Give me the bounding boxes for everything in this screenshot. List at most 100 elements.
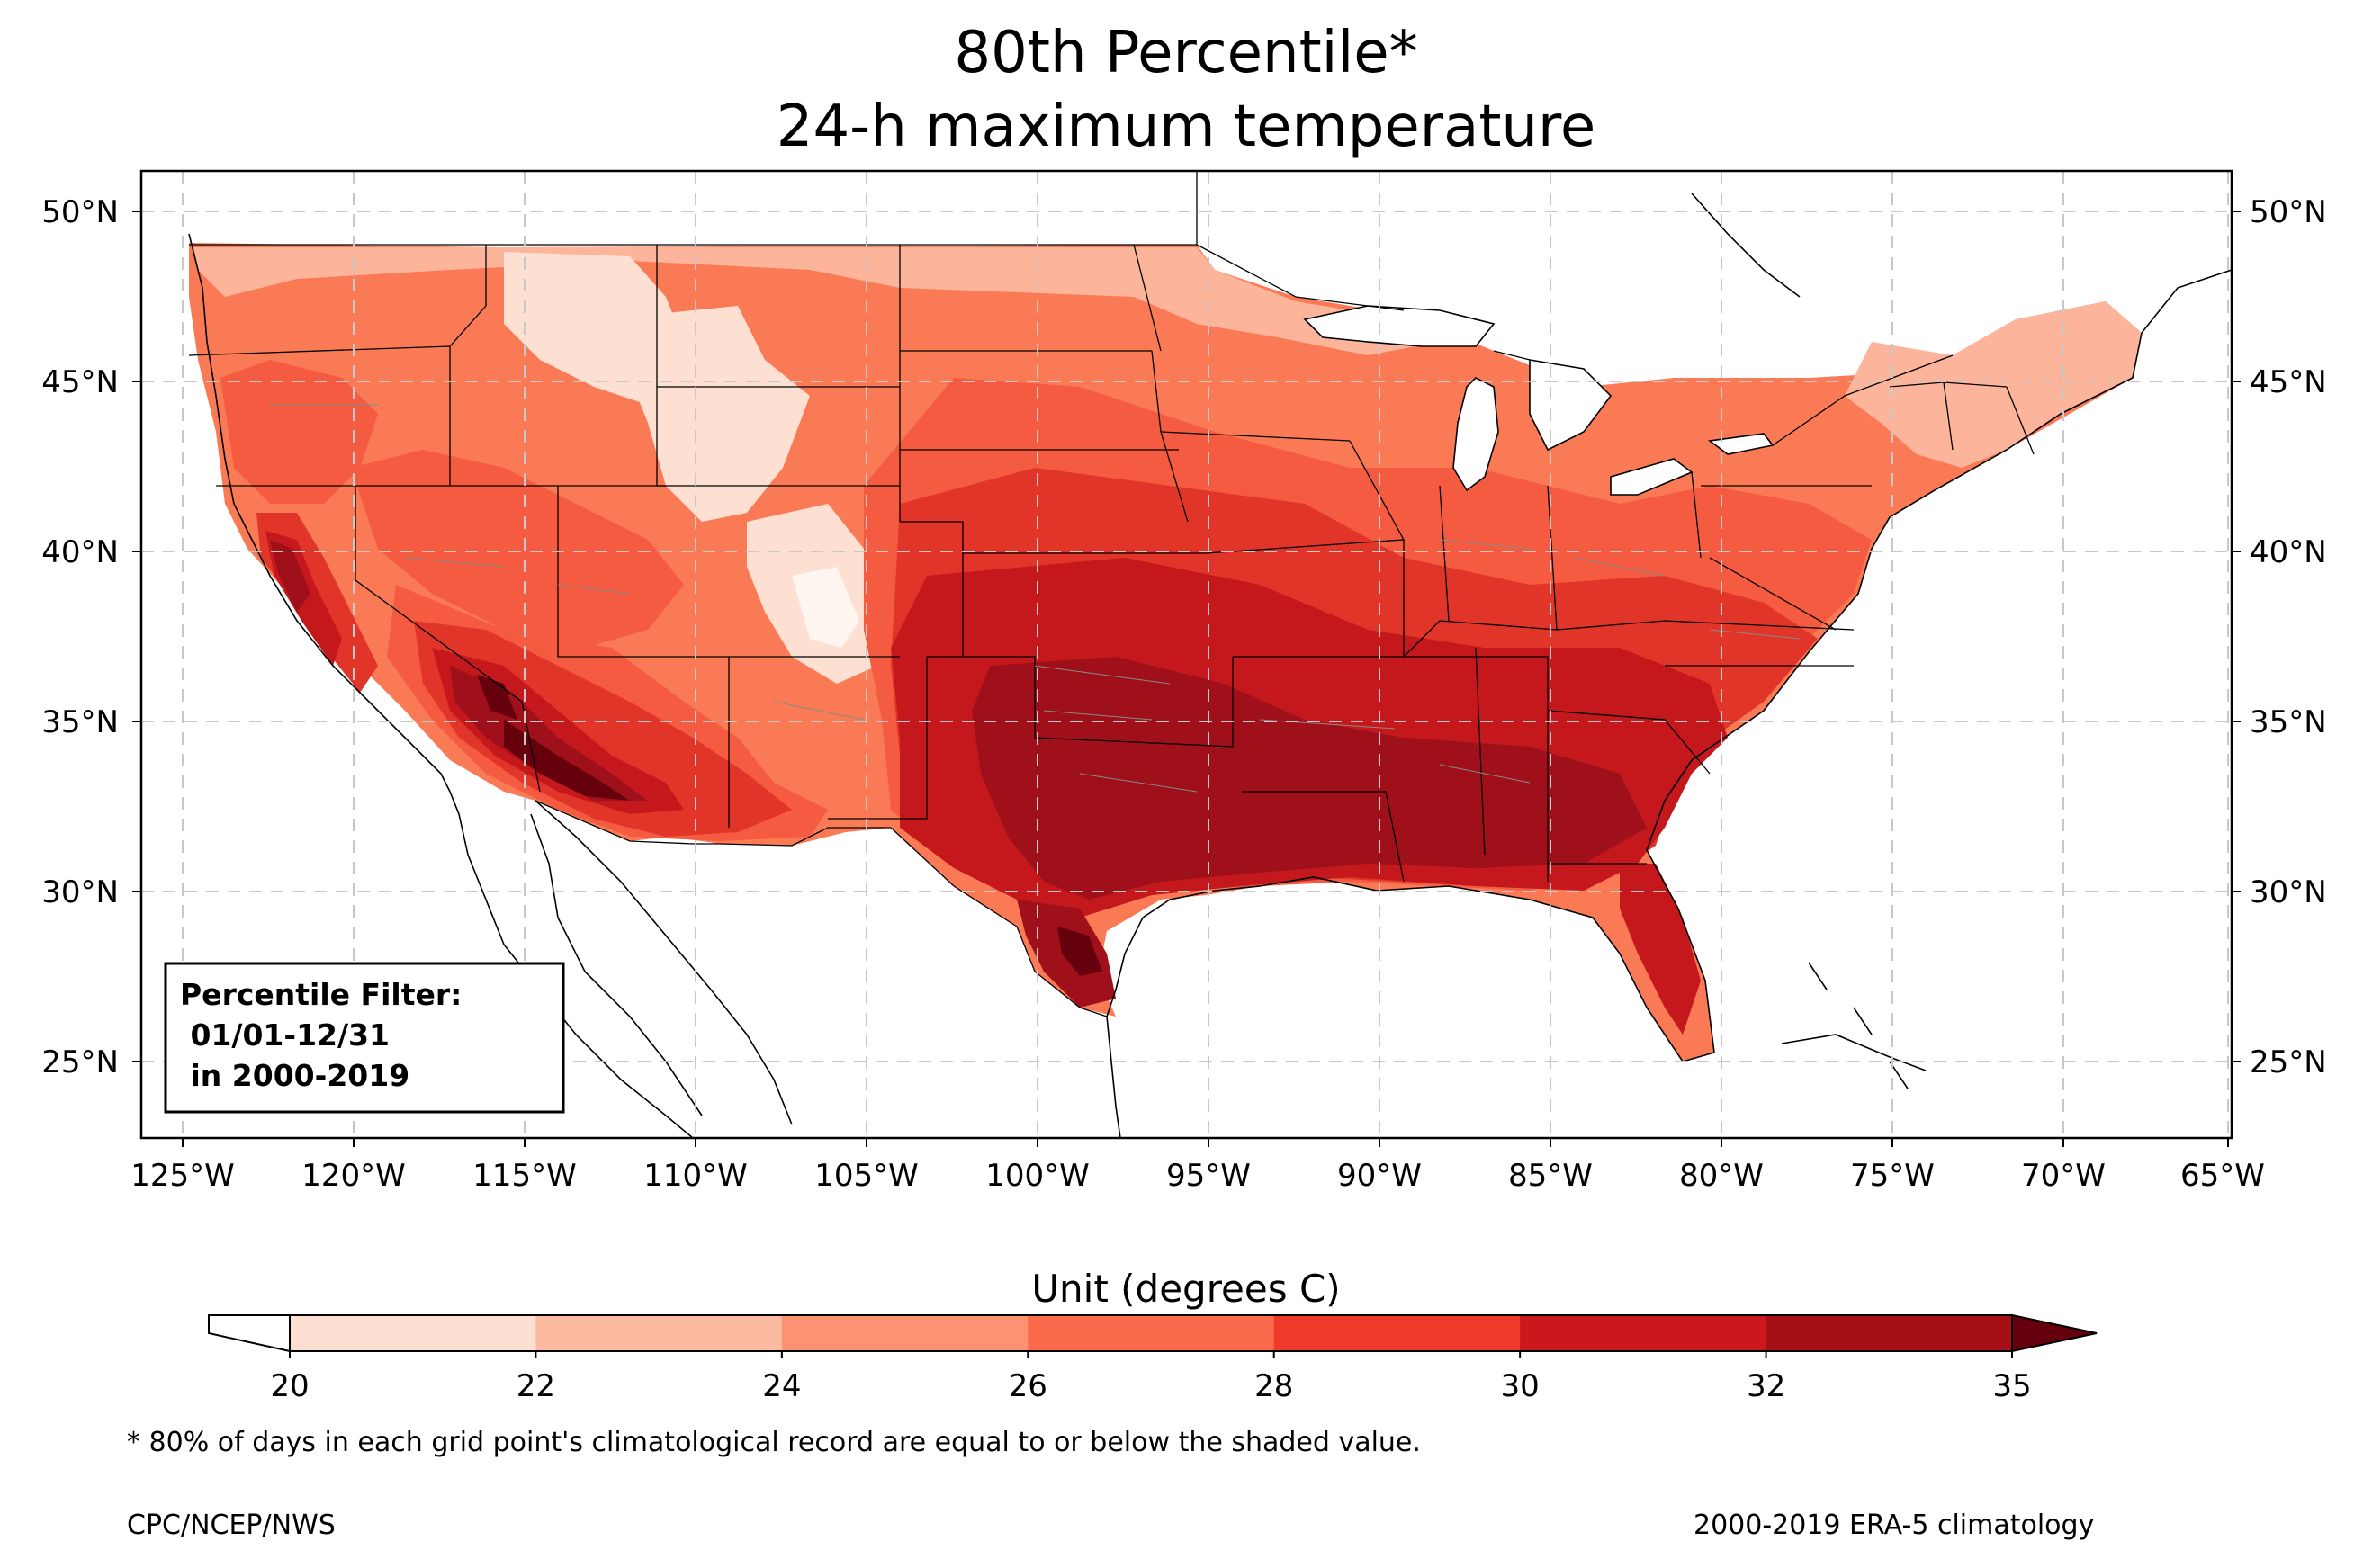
lon-label-125w: 125°W <box>130 1158 235 1194</box>
lat-label-25n-left: 25°N <box>41 1044 119 1080</box>
lat-label-30n-left: 30°N <box>41 874 119 910</box>
border-id <box>449 245 487 486</box>
colorbar-segment <box>1766 1315 2013 1351</box>
map-area <box>141 171 2232 1138</box>
filter-box-line-2: 01/01-12/31 <box>180 1017 390 1053</box>
lon-label-85w: 85°W <box>1508 1158 1593 1194</box>
colorbar-tick-label: 28 <box>1254 1368 1293 1404</box>
colorbar-tick-label: 30 <box>1501 1368 1540 1404</box>
border-ut-co <box>557 486 900 658</box>
map-frame <box>139 169 2233 1140</box>
state-borders <box>188 171 2035 1017</box>
us-mexico-border <box>535 800 1108 1017</box>
border-il-in <box>1349 440 1558 631</box>
colorbar: 20 22 24 26 28 30 32 35 <box>208 1313 2098 1404</box>
border-ok-tx <box>927 656 1234 748</box>
gulf-coast <box>1106 876 1715 1062</box>
hot-spot-southeast <box>1404 774 1602 846</box>
temperature-field <box>189 243 2142 1062</box>
colorbar-ticks: 20 22 24 26 28 30 32 35 <box>270 1351 2032 1404</box>
lon-label-80w: 80°W <box>1679 1158 1764 1194</box>
band-32-35-ca <box>270 540 310 612</box>
northern-light-belt <box>193 247 1440 355</box>
border-oh-pa <box>1691 471 1872 559</box>
border-ar-la <box>1242 791 1405 883</box>
over-35-death-valley <box>477 675 517 720</box>
border-ky-tn <box>1403 620 1855 658</box>
border-ga-sc <box>1547 710 1711 775</box>
colorbar-tick-label: 32 <box>1747 1368 1785 1404</box>
map-title-line-1: 80th Percentile* <box>954 20 1418 86</box>
lat-label-50n-right: 50°N <box>2250 194 2327 230</box>
colorbar-over-arrow <box>2011 1313 2098 1353</box>
county-lines <box>270 404 1801 793</box>
longitude-labels: 125°W 120°W 115°W 110°W 105°W 100°W 95°W… <box>130 1158 2265 1194</box>
band-30-32-fl <box>1620 864 1701 1035</box>
lon-label-75w: 75°W <box>1850 1158 1935 1194</box>
colorbar-under-arrow <box>208 1314 291 1353</box>
lon-label-100w: 100°W <box>985 1158 1090 1194</box>
lake-michigan <box>1452 377 1499 492</box>
border-mn-ia <box>1151 350 1351 523</box>
lat-label-35n-right: 35°N <box>2250 704 2327 740</box>
colorado-core-white <box>792 567 859 648</box>
colorbar-tick-label: 35 <box>1992 1368 2031 1404</box>
map-title-line-2: 24-h maximum temperature <box>776 94 1596 160</box>
cuba-north <box>1781 1034 1927 1071</box>
filter-box-line-3: in 2000-2019 <box>180 1058 409 1093</box>
colorbar-segment <box>1520 1315 1767 1351</box>
lon-label-115w: 115°W <box>472 1158 577 1194</box>
colorbar-segment <box>290 1315 536 1351</box>
lon-label-95w: 95°W <box>1166 1158 1251 1194</box>
credit-right: 2000-2019 ERA-5 climatology <box>1694 1510 2095 1541</box>
border-mo-ar <box>1205 539 1405 658</box>
border-ms-al <box>1404 647 1549 882</box>
band-26-28 <box>220 360 378 504</box>
border-co-ks <box>900 521 964 657</box>
latitude-labels-right: 50°N 45°N 40°N 35°N 30°N 25°N <box>2250 194 2327 1080</box>
lat-label-40n-left: 40°N <box>41 534 119 570</box>
band-26-28-west <box>351 450 684 648</box>
lon-label-65w: 65°W <box>2180 1158 2265 1194</box>
lon-label-70w: 70°W <box>2021 1158 2106 1194</box>
colorbar-segment <box>535 1315 783 1351</box>
lon-label-105w: 105°W <box>814 1158 919 1194</box>
border-ne-ks <box>900 449 1206 554</box>
atlantic-coast <box>1646 332 2143 1053</box>
credit-left: CPC/NCEP/NWS <box>127 1510 336 1541</box>
border-mt-wy <box>656 245 900 487</box>
mexico-mainland <box>535 800 793 1125</box>
colorbar-tick-label: 20 <box>270 1368 309 1404</box>
northeast-light-band <box>1845 301 2142 468</box>
lat-label-30n-right: 30°N <box>2250 874 2327 910</box>
border-nm-tx <box>828 657 928 820</box>
colorbar-frame <box>289 1314 2013 1352</box>
lake-superior <box>1303 305 1496 347</box>
lon-label-120w: 120°W <box>301 1158 406 1194</box>
colorbar-segment <box>781 1315 1029 1351</box>
colorbar-segment <box>1273 1315 1521 1351</box>
lat-label-25n-right: 25°N <box>2250 1044 2327 1080</box>
colorbar-title: Unit (degrees C) <box>1031 1267 1341 1311</box>
colorbar-segments <box>290 1315 2013 1351</box>
tick-marks <box>132 211 2241 1147</box>
lon-label-110w: 110°W <box>643 1158 748 1194</box>
lake-erie <box>1610 458 1694 496</box>
lat-label-40n-right: 40°N <box>2250 534 2327 570</box>
canada-east-coast <box>2141 269 2232 334</box>
percentile-filter-box: Percentile Filter: 01/01-12/31 in 2000-2… <box>164 962 565 1114</box>
colorbar-tick-label: 24 <box>762 1368 801 1404</box>
mexico-gulf-coast <box>1106 1016 1121 1138</box>
latitude-labels-left: 50°N 45°N 40°N 35°N 30°N 25°N <box>41 194 119 1080</box>
over-35-sw <box>504 720 630 801</box>
colorbar-segment <box>1028 1315 1275 1351</box>
border-dakotas <box>899 244 1162 387</box>
lat-label-45n-right: 45°N <box>2250 364 2327 400</box>
lat-label-50n-left: 50°N <box>41 194 119 230</box>
canada-border-great-lakes <box>1196 244 1954 446</box>
border-va-nc <box>1665 557 1854 667</box>
border-ca-nv <box>355 486 541 793</box>
filter-box-line-1: Percentile Filter: <box>180 977 462 1012</box>
footnote: * 80% of days in each grid point's clima… <box>127 1427 1421 1458</box>
